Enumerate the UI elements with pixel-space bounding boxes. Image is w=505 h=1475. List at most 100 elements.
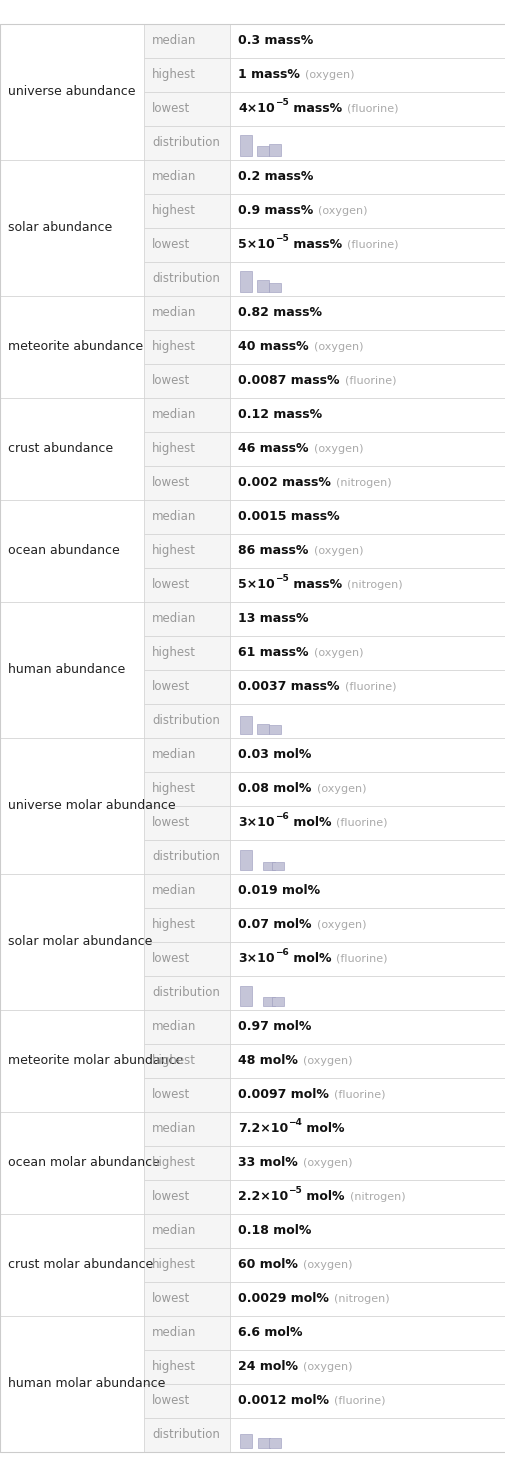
Text: 3×10: 3×10 [238, 951, 274, 965]
Text: crust molar abundance: crust molar abundance [8, 1258, 153, 1271]
Bar [240, 985, 251, 1006]
Text: median: median [152, 305, 196, 319]
Bar [230, 568, 505, 602]
Text: lowest: lowest [152, 1089, 190, 1100]
Bar [0, 397, 144, 500]
Bar [230, 670, 505, 704]
Text: 0.2 mass%: 0.2 mass% [238, 170, 313, 183]
Bar [0, 295, 144, 397]
Text: ocean abundance: ocean abundance [8, 544, 120, 558]
Bar [268, 283, 280, 292]
Text: 0.0029 mol%: 0.0029 mol% [238, 1292, 328, 1305]
Bar [240, 271, 251, 292]
Bar [0, 1316, 144, 1451]
Text: median: median [152, 409, 196, 420]
Bar [144, 24, 230, 58]
Bar [144, 1248, 230, 1282]
Text: meteorite abundance: meteorite abundance [8, 341, 143, 353]
Text: highest: highest [152, 1360, 196, 1373]
Bar [144, 1180, 230, 1214]
Text: 40 mass%: 40 mass% [238, 341, 308, 353]
Bar [144, 363, 230, 397]
Text: mass%: mass% [288, 237, 341, 251]
Bar [230, 1180, 505, 1214]
Bar [144, 1282, 230, 1316]
Bar [230, 500, 505, 534]
Bar [144, 1009, 230, 1043]
Bar [230, 873, 505, 907]
Bar [257, 280, 269, 292]
Bar [230, 1043, 505, 1078]
Bar [230, 1112, 505, 1146]
Bar [240, 850, 251, 870]
Text: median: median [152, 1224, 196, 1238]
Text: universe molar abundance: universe molar abundance [8, 799, 175, 813]
Text: highest: highest [152, 782, 196, 795]
Text: 48 mol%: 48 mol% [238, 1055, 297, 1066]
Text: 0.82 mass%: 0.82 mass% [238, 305, 322, 319]
Text: 4×10: 4×10 [238, 102, 274, 115]
Bar [230, 602, 505, 636]
Text: (oxygen): (oxygen) [313, 648, 363, 658]
Text: 0.07 mol%: 0.07 mol% [238, 917, 311, 931]
Text: highest: highest [152, 341, 196, 353]
Text: distribution: distribution [152, 850, 220, 863]
Text: −6: −6 [274, 948, 288, 957]
Text: (nitrogen): (nitrogen) [335, 478, 391, 488]
Bar [144, 125, 230, 159]
Bar [258, 1438, 270, 1448]
Text: (nitrogen): (nitrogen) [346, 580, 401, 590]
Bar [0, 1009, 144, 1112]
Text: human abundance: human abundance [8, 662, 125, 676]
Text: (fluorine): (fluorine) [334, 1395, 385, 1406]
Bar [144, 1078, 230, 1112]
Bar [144, 975, 230, 1009]
Bar [240, 1434, 251, 1448]
Bar [230, 329, 505, 363]
Text: −6: −6 [274, 811, 288, 822]
Bar [0, 24, 144, 159]
Bar [144, 1417, 230, 1451]
Bar [230, 227, 505, 261]
Bar [144, 670, 230, 704]
Bar [230, 839, 505, 873]
Text: 2.2×10: 2.2×10 [238, 1190, 288, 1204]
Text: distribution: distribution [152, 136, 220, 149]
Bar [0, 873, 144, 1009]
Bar [144, 159, 230, 193]
Text: highest: highest [152, 1156, 196, 1170]
Bar [230, 432, 505, 466]
Text: 0.0097 mol%: 0.0097 mol% [238, 1089, 328, 1100]
Bar [230, 1009, 505, 1043]
Bar [144, 432, 230, 466]
Bar [144, 941, 230, 975]
Bar [230, 636, 505, 670]
Bar [230, 1384, 505, 1417]
Bar [144, 193, 230, 227]
Text: −4: −4 [288, 1118, 302, 1127]
Bar [240, 717, 251, 735]
Text: 46 mass%: 46 mass% [238, 442, 308, 454]
Text: mol%: mol% [302, 1122, 344, 1134]
Text: highest: highest [152, 646, 196, 659]
Bar [230, 466, 505, 500]
Text: universe abundance: universe abundance [8, 86, 135, 97]
Text: 5×10: 5×10 [238, 237, 274, 251]
Text: −5: −5 [274, 574, 288, 583]
Text: lowest: lowest [152, 1190, 190, 1204]
Text: median: median [152, 1122, 196, 1134]
Text: (fluorine): (fluorine) [346, 103, 397, 114]
Bar [144, 1214, 230, 1248]
Text: median: median [152, 612, 196, 625]
Text: mol%: mol% [288, 816, 330, 829]
Bar [144, 227, 230, 261]
Text: −5: −5 [288, 1186, 301, 1195]
Bar [144, 873, 230, 907]
Text: 0.12 mass%: 0.12 mass% [238, 409, 322, 420]
Bar [144, 602, 230, 636]
Text: (oxygen): (oxygen) [313, 342, 363, 351]
Bar [230, 805, 505, 839]
Text: solar abundance: solar abundance [8, 221, 112, 235]
Text: lowest: lowest [152, 237, 190, 251]
Bar [0, 1112, 144, 1214]
